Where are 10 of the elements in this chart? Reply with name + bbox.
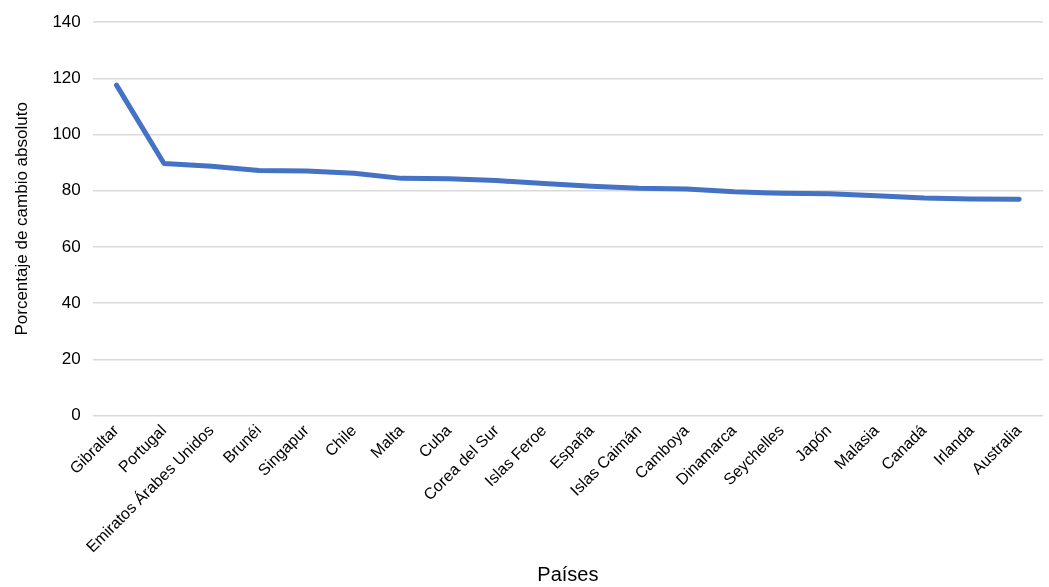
- y-tick-label: 20: [61, 348, 81, 368]
- y-tick-label: 0: [71, 405, 81, 425]
- y-tick-label: 80: [61, 180, 81, 200]
- y-tick-label: 140: [52, 11, 81, 31]
- y-tick-label: 60: [61, 236, 81, 256]
- y-tick-label: 120: [52, 68, 81, 88]
- y-axis-title: Porcentaje de cambio absoluto: [11, 102, 31, 336]
- y-tick-label: 100: [52, 124, 81, 144]
- y-tick-label: 40: [61, 292, 81, 312]
- x-axis-title: Países: [537, 562, 599, 585]
